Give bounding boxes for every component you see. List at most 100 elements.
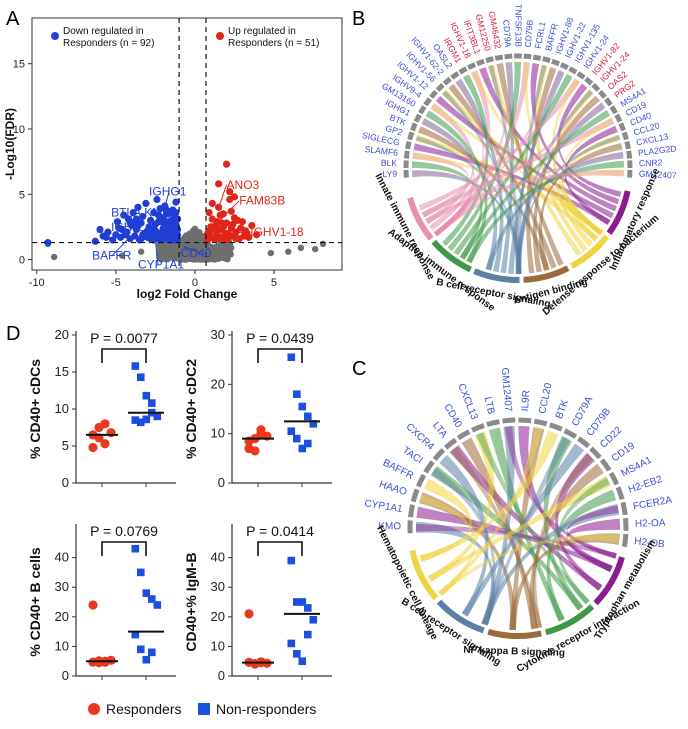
panel-letter-b: B	[352, 8, 365, 30]
volcano-point-down	[142, 199, 150, 208]
volcano-point-down	[112, 231, 120, 239]
legend-responders-marker	[88, 703, 100, 715]
chord-ribbon	[448, 83, 557, 269]
volcano-point-up	[221, 235, 229, 243]
volcano-point-up	[213, 218, 221, 226]
dot-nonresponder	[304, 439, 312, 448]
volcano-point-neutral	[194, 234, 202, 241]
volcano-leader	[130, 226, 154, 236]
chord-term-arc	[606, 190, 631, 235]
chord-ribbon	[509, 533, 620, 630]
chord-gene-label: PLA2G2D	[637, 143, 677, 158]
volcano-point-down	[158, 218, 166, 226]
chord-ribbon	[564, 125, 618, 225]
volcano-leader	[183, 246, 201, 254]
dot-nonresponder	[293, 434, 301, 443]
volcano-point-down	[113, 218, 122, 226]
dot-ytick-label: 10	[211, 426, 225, 441]
volcano-point-neutral	[170, 255, 177, 262]
dot-ylabel: % CD40+ cDC2	[183, 359, 199, 459]
chord-ribbon	[561, 118, 614, 235]
volcano-point-up	[232, 228, 240, 236]
dot-bracket	[257, 348, 303, 363]
dot-ytick-label: 20	[211, 376, 225, 391]
chord-gene-arc	[551, 58, 561, 67]
volcano-point-neutral	[164, 255, 171, 263]
volcano-ytick-label: 5	[19, 189, 25, 201]
volcano-label: FAM83B	[239, 194, 285, 208]
volcano-point-up	[205, 208, 213, 217]
chord-gene-label: H2-OA	[635, 518, 666, 530]
volcano-point-up	[219, 223, 227, 231]
chord-gene-label: GM12407	[499, 367, 514, 412]
chord-ribbon	[428, 476, 611, 582]
volcano-label: BTLA	[111, 205, 141, 219]
volcano-point-up	[248, 222, 256, 230]
volcano-xtick-label: 0	[192, 277, 198, 289]
volcano-label: IGHD	[111, 220, 141, 234]
dot-nonresponder	[131, 362, 140, 370]
volcano-point-down	[123, 228, 131, 236]
dotplot-igmb: 0 10 20 30 40 CD40+% IgM-B P = 0.0414	[183, 523, 332, 683]
dot-ytick-label: 0	[218, 668, 225, 683]
dot-nonresponder	[304, 604, 312, 612]
volcano-point-down	[154, 211, 163, 219]
chord-ribbon	[455, 78, 504, 273]
chord-gene-arc	[599, 458, 612, 472]
chord-gene-arc	[589, 446, 602, 460]
chord-gene-arc	[475, 58, 485, 67]
volcano-point-neutral	[155, 241, 163, 249]
dot-responder	[100, 657, 110, 667]
chord-ribbon	[566, 518, 620, 572]
chord-gene-label: LY9	[382, 168, 397, 179]
volcano-point-up	[222, 160, 231, 168]
volcano-point-neutral	[188, 254, 196, 262]
legend-up-marker	[216, 32, 224, 40]
dot-ytick-label: 0	[62, 668, 69, 683]
chord-gene-arc	[584, 76, 594, 86]
volcano-ylabel: -Log10(FDR)	[3, 108, 17, 180]
dotplot-bcells: 0 10 20 30 40 % CD40+ B cells P = 0.0769	[27, 523, 176, 683]
volcano-point-down	[134, 222, 142, 230]
panel-letter-a: A	[6, 8, 20, 30]
chord-ribbon	[476, 432, 590, 605]
volcano-threshold-lines	[32, 18, 342, 270]
volcano-point-neutral	[158, 255, 165, 263]
chord-gene-label: BLK	[381, 158, 398, 169]
chord-gene-label: BAFFR	[381, 458, 415, 482]
chord-ribbons	[412, 62, 624, 274]
chord-term-arc	[487, 628, 542, 639]
chord-ribbon	[532, 453, 594, 629]
chord-ribbon	[415, 134, 599, 242]
dot-responder	[256, 429, 266, 439]
chord-ribbon	[507, 70, 565, 274]
dot-pvalue: P = 0.0439	[246, 330, 314, 346]
volcano-frame	[31, 17, 343, 271]
dot-nonresponder	[142, 589, 151, 597]
chord-gene-arc	[432, 448, 446, 461]
chord-term-arc	[544, 604, 595, 636]
chord-gene-arc	[532, 54, 542, 61]
chord-gene-arc	[410, 488, 420, 503]
chord-ribbon	[434, 103, 605, 237]
dot-ylabel: CD40+% IgM-B	[183, 552, 199, 651]
dot-nonresponder	[153, 412, 162, 421]
dot-nonresponder	[287, 353, 296, 361]
volcano-point-neutral	[285, 248, 292, 255]
chord-gene-label: LTB	[482, 396, 497, 416]
chord-gene-arc	[598, 89, 607, 99]
chord-ribbon	[487, 64, 582, 257]
chord-ribbon	[421, 118, 498, 271]
volcano-label: CD40	[181, 246, 212, 260]
chord-ribbon	[416, 506, 613, 572]
chord-gene-arc	[504, 53, 513, 60]
chord-ribbon	[553, 89, 594, 247]
volcano-leader	[163, 212, 167, 227]
chord-gene-arc	[568, 66, 578, 75]
chord-gene-arc	[559, 62, 569, 70]
dot-ytick-label: 20	[55, 327, 69, 342]
dot-ytick-label: 40	[55, 550, 69, 565]
volcano-point-down	[143, 227, 152, 235]
